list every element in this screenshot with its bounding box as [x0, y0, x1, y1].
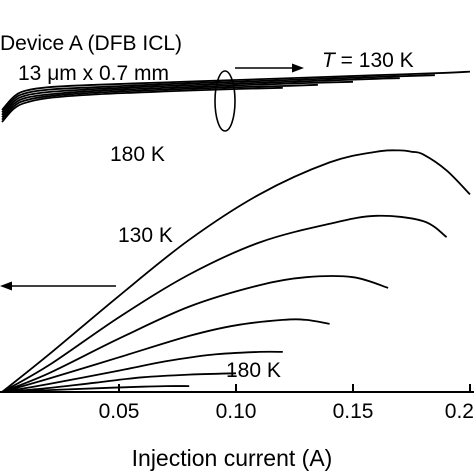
- power-180k-label: 180 K: [226, 359, 281, 382]
- plot-lines: [1, 70, 471, 393]
- x-tick-label-1: 0.05: [99, 400, 140, 423]
- temperature-symbol: T: [322, 49, 337, 72]
- device-label-line1: Device A (DFB ICL): [0, 32, 182, 55]
- temperature-value: = 130 K: [335, 49, 414, 72]
- power-curve-5: [1, 350, 283, 393]
- temperature-top-label: T = 130 K: [322, 49, 414, 72]
- voltage-curve-3: [1, 77, 400, 116]
- right-arrow-head-icon: [292, 63, 304, 73]
- x-tick-label-4: 0.2: [445, 400, 474, 423]
- voltage-curve-4: [1, 80, 354, 118]
- voltage-curve-1: [1, 70, 471, 111]
- voltage-180k-label: 180 K: [110, 143, 165, 166]
- power-130k-label: 130 K: [118, 224, 173, 247]
- power-curve-1: [1, 149, 471, 393]
- power-curve-7: [1, 385, 190, 393]
- voltage-curves-group-ellipse: [214, 70, 236, 132]
- x-tick-label-2: 0.10: [216, 400, 257, 423]
- power-curve-4: [1, 318, 330, 393]
- x-axis-label: Injection current (A): [132, 445, 333, 471]
- voltage-curve-2: [1, 74, 435, 114]
- x-tick-label-3: 0.15: [333, 400, 374, 423]
- power-curve-3: [1, 275, 389, 393]
- axes: 0.05 0.10 0.15 0.2: [0, 384, 474, 423]
- device-label-line2: 13 μm x 0.7 mm: [18, 62, 169, 85]
- voltage-curve-5: [1, 83, 318, 121]
- voltage-curve-6: [1, 86, 283, 123]
- power-curve-6: [1, 372, 237, 393]
- left-arrow-head-icon: [0, 281, 12, 291]
- power-curve-2: [1, 214, 448, 393]
